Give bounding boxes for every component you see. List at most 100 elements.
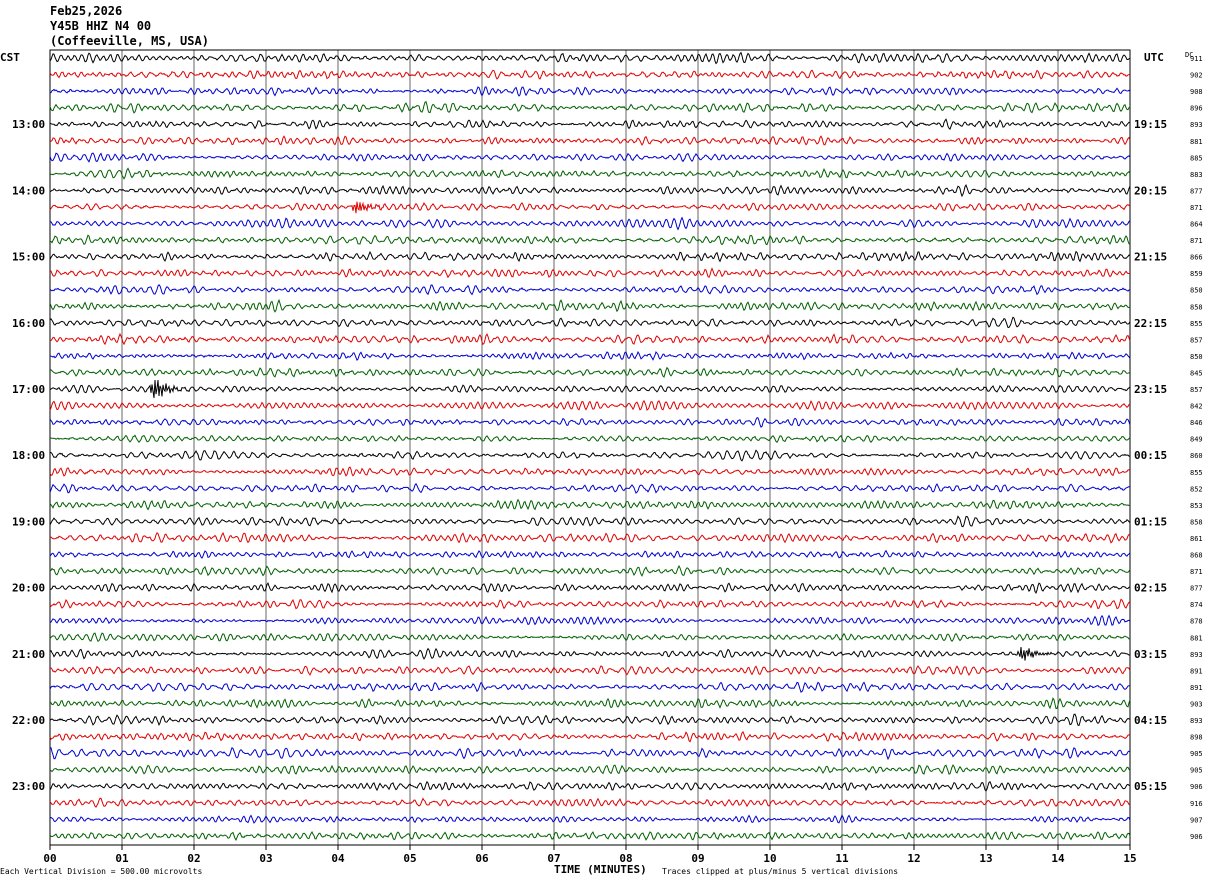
dc-offset-label: 891 bbox=[1190, 667, 1203, 675]
x-tick-label: 14 bbox=[1051, 852, 1065, 865]
dc-offset-label: 845 bbox=[1190, 369, 1203, 377]
dc-offset-label: 864 bbox=[1190, 221, 1203, 229]
seismic-trace bbox=[49, 646, 1131, 661]
left-hour-label: 20:00 bbox=[12, 582, 45, 595]
dc-offset-label: 906 bbox=[1190, 783, 1203, 791]
dc-offset-label: 877 bbox=[1190, 585, 1203, 593]
dc-offset-label: 859 bbox=[1190, 270, 1203, 278]
dc-offset-label: 871 bbox=[1190, 204, 1203, 212]
seismic-trace bbox=[49, 697, 1131, 710]
x-tick-label: 09 bbox=[691, 852, 704, 865]
right-hour-label: 05:15 bbox=[1134, 780, 1167, 793]
station-location: (Coffeeville, MS, USA) bbox=[50, 34, 209, 48]
left-hour-label: 14:00 bbox=[12, 184, 45, 197]
seismic-trace bbox=[49, 167, 1131, 180]
x-tick-label: 06 bbox=[475, 852, 489, 865]
seismic-trace bbox=[49, 747, 1131, 761]
seismic-trace bbox=[49, 201, 1131, 214]
seismic-trace bbox=[49, 780, 1131, 792]
left-hour-label: 18:00 bbox=[12, 449, 45, 462]
dc-offset-label: 905 bbox=[1190, 767, 1203, 775]
seismic-trace bbox=[49, 399, 1131, 412]
seismic-trace bbox=[49, 379, 1131, 399]
seismic-trace bbox=[49, 51, 1131, 65]
seismic-trace bbox=[49, 681, 1131, 693]
dc-offset-label: 868 bbox=[1190, 552, 1203, 560]
dc-offset-label: 857 bbox=[1190, 336, 1203, 344]
time-grid bbox=[49, 49, 1131, 850]
seismic-trace bbox=[49, 350, 1131, 361]
scale-note: Each Vertical Division = 500.00 microvol… bbox=[0, 867, 203, 876]
dc-offset-label: 871 bbox=[1190, 237, 1203, 245]
seismic-trace bbox=[49, 366, 1131, 378]
right-hour-label: 21:15 bbox=[1134, 251, 1167, 264]
right-hour-label: 22:15 bbox=[1134, 317, 1167, 330]
seismic-trace bbox=[49, 498, 1131, 511]
seismic-trace bbox=[49, 316, 1131, 329]
seismic-trace bbox=[49, 434, 1131, 444]
dc-offset-label: 906 bbox=[1190, 833, 1203, 841]
dc-heading: DC bbox=[1185, 51, 1193, 59]
x-tick-label: 03 bbox=[259, 852, 272, 865]
left-hour-label: 17:00 bbox=[12, 383, 45, 396]
seismic-trace bbox=[49, 69, 1131, 80]
seismic-trace bbox=[50, 332, 1131, 346]
seismic-trace bbox=[49, 449, 1131, 462]
dc-offset-label: 883 bbox=[1190, 171, 1203, 179]
seismic-trace bbox=[49, 814, 1131, 824]
dc-offset-label: 891 bbox=[1190, 684, 1203, 692]
dc-offset-label: 881 bbox=[1190, 138, 1203, 146]
dc-offset-label: 911 bbox=[1190, 55, 1203, 63]
seismic-trace bbox=[49, 549, 1131, 559]
right-hour-label: 19:15 bbox=[1134, 118, 1167, 131]
dc-offset-label: 905 bbox=[1190, 750, 1203, 758]
dc-offset-label: 916 bbox=[1190, 800, 1203, 808]
dc-offset-label: 849 bbox=[1190, 436, 1203, 444]
seismic-trace bbox=[49, 250, 1131, 263]
seismic-trace bbox=[49, 100, 1131, 114]
dc-offset-label: 842 bbox=[1190, 403, 1203, 411]
dc-offset-label: 878 bbox=[1190, 618, 1203, 626]
seismic-trace bbox=[49, 482, 1131, 494]
dc-offset-label: 858 bbox=[1190, 518, 1203, 526]
station-code: Y45B HHZ N4 00 bbox=[50, 19, 152, 33]
seismic-trace bbox=[49, 234, 1130, 246]
dc-offset-label: 902 bbox=[1190, 72, 1203, 80]
seismic-trace bbox=[49, 632, 1131, 643]
seismic-trace bbox=[49, 830, 1131, 841]
seismic-trace bbox=[49, 582, 1131, 594]
seismic-trace bbox=[49, 298, 1131, 313]
dc-offset-label: 898 bbox=[1190, 734, 1203, 742]
seismic-trace bbox=[50, 216, 1131, 231]
x-tick-label: 10 bbox=[763, 852, 776, 865]
seismic-trace bbox=[49, 665, 1131, 677]
trace-group bbox=[49, 51, 1131, 841]
x-tick-label: 11 bbox=[835, 852, 849, 865]
dc-offset-label: 857 bbox=[1190, 386, 1203, 394]
left-hour-label: 13:00 bbox=[12, 118, 45, 131]
dc-offset-label: 871 bbox=[1190, 568, 1203, 576]
seismic-trace bbox=[49, 764, 1131, 775]
seismic-trace bbox=[49, 713, 1131, 726]
x-tick-label: 13 bbox=[979, 852, 992, 865]
x-tick-label: 15 bbox=[1123, 852, 1136, 865]
seismic-trace bbox=[49, 598, 1131, 610]
dc-offset-label: 893 bbox=[1190, 121, 1203, 129]
x-tick-label: 01 bbox=[115, 852, 129, 865]
dc-offset-label: 908 bbox=[1190, 88, 1203, 96]
record-date: Feb25,2026 bbox=[50, 4, 123, 18]
left-hour-label: 19:00 bbox=[12, 515, 45, 528]
seismic-trace bbox=[49, 284, 1131, 296]
right-hour-label: 03:15 bbox=[1134, 648, 1167, 661]
right-hour-label: 00:15 bbox=[1134, 449, 1167, 462]
right-timezone-label: UTC bbox=[1144, 51, 1164, 64]
plot-frame bbox=[49, 49, 1131, 846]
left-timezone-label: CST bbox=[0, 51, 20, 64]
right-hour-label: 01:15 bbox=[1134, 515, 1167, 528]
x-tick-label: 02 bbox=[187, 852, 200, 865]
left-hour-label: 21:00 bbox=[12, 648, 45, 661]
dc-offset-label: 850 bbox=[1190, 287, 1203, 295]
seismic-trace bbox=[49, 417, 1131, 428]
clip-note: Traces clipped at plus/minus 5 vertical … bbox=[662, 867, 899, 876]
